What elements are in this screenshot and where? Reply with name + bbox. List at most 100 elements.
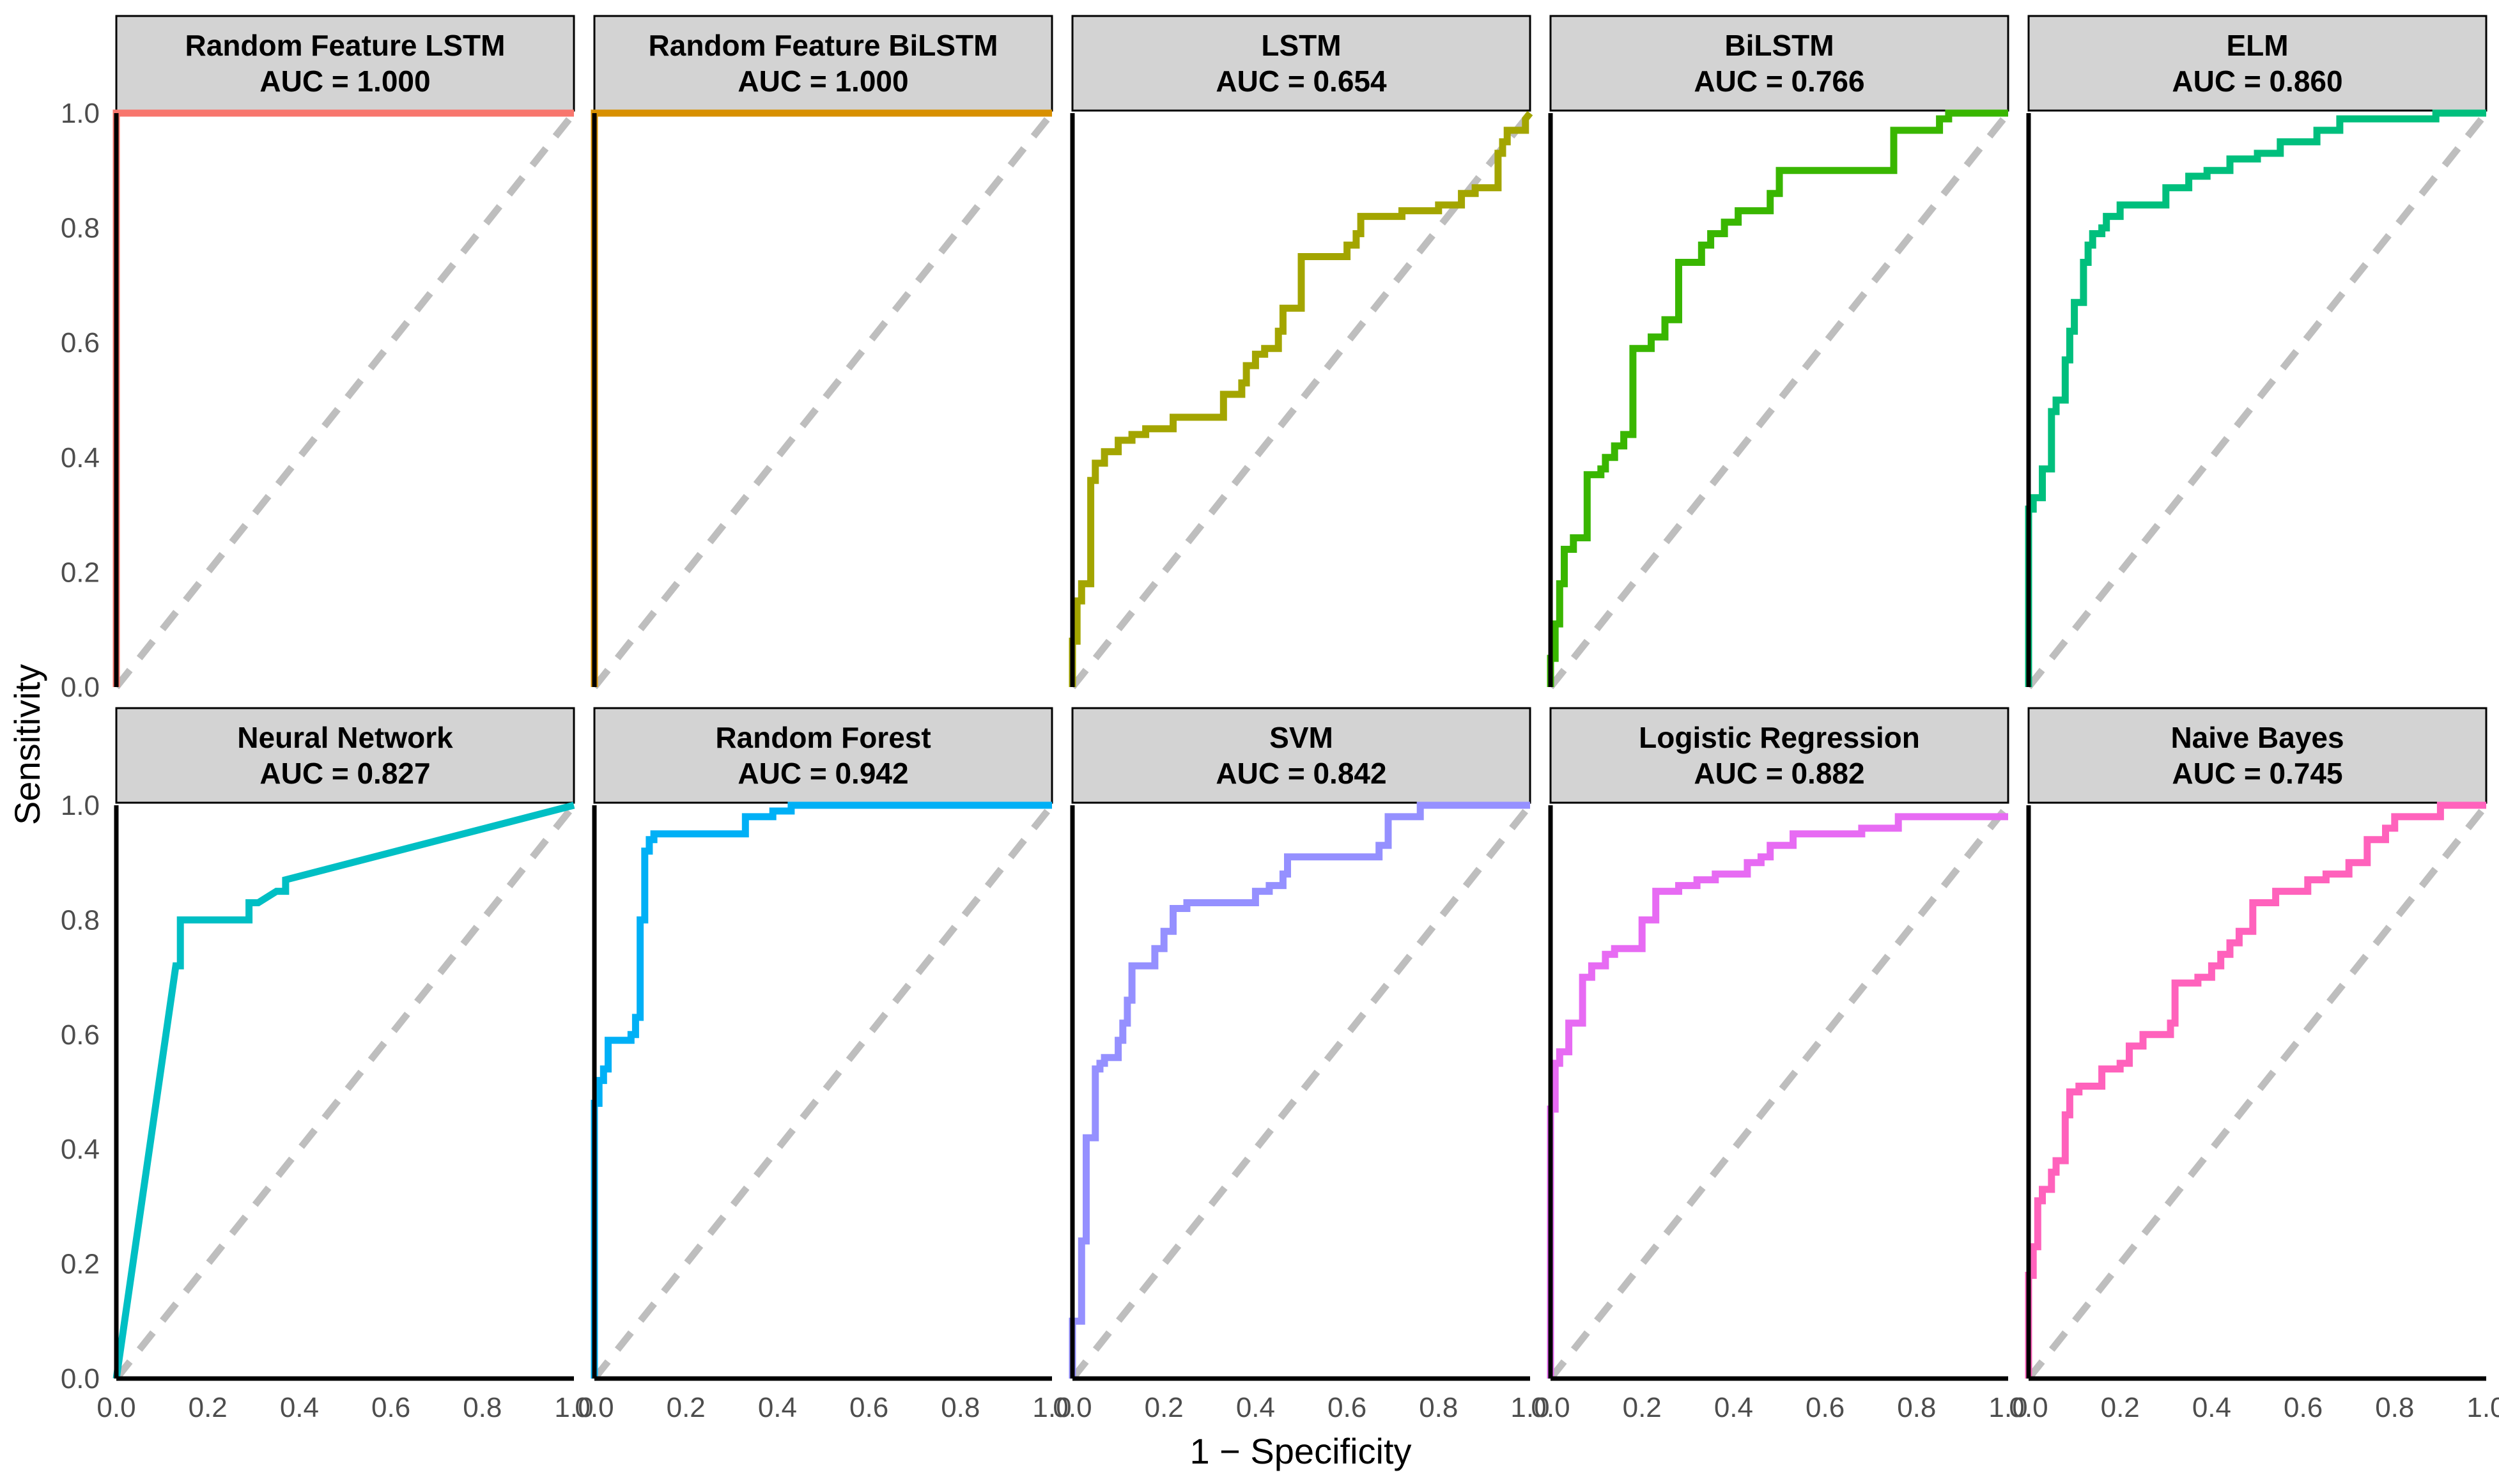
x-tick-label: 0.6 bbox=[1806, 1392, 1845, 1423]
reference-diagonal bbox=[591, 803, 1055, 1381]
roc-curve bbox=[2025, 109, 2486, 687]
x-tick-label: 0.8 bbox=[463, 1392, 502, 1423]
x-tick-label: 0.4 bbox=[758, 1392, 797, 1423]
reference-diagonal bbox=[1547, 111, 2011, 690]
panel-auc-label: AUC = 0.766 bbox=[1694, 65, 1864, 98]
x-tick-label: 0.4 bbox=[280, 1392, 319, 1423]
panel-title: LSTM bbox=[1261, 29, 1341, 62]
panel-strip bbox=[2027, 707, 2487, 804]
panel-title: BiLSTM bbox=[1724, 29, 1834, 62]
x-tick-label: 0.0 bbox=[97, 1392, 135, 1423]
y-tick-label: 1.0 bbox=[61, 790, 100, 821]
x-tick-label: 1.0 bbox=[554, 1392, 593, 1423]
reference-diagonal bbox=[1069, 803, 1533, 1381]
panel-auc-label: AUC = 0.842 bbox=[1216, 757, 1386, 790]
panel-title: Random Feature BiLSTM bbox=[649, 29, 998, 62]
panel-strip bbox=[593, 707, 1053, 804]
panel-strip bbox=[2027, 15, 2487, 112]
x-tick-label: 0.4 bbox=[2192, 1392, 2231, 1423]
x-tick-label: 0.8 bbox=[1419, 1392, 1458, 1423]
reference-diagonal bbox=[1547, 803, 2011, 1381]
y-tick-label: 0.8 bbox=[61, 904, 100, 936]
x-axis-title: 1 − Specificity bbox=[1189, 1431, 1411, 1471]
x-tick-label: 0.8 bbox=[941, 1392, 980, 1423]
panel-auc-label: AUC = 0.942 bbox=[738, 757, 908, 790]
panel-auc-label: AUC = 1.000 bbox=[259, 65, 430, 98]
y-tick-label: 0.8 bbox=[61, 213, 100, 244]
roc-curve bbox=[1069, 801, 1530, 1379]
x-tick-label: 0.6 bbox=[371, 1392, 410, 1423]
panel-auc-label: AUC = 0.860 bbox=[2172, 65, 2342, 98]
panel-strip bbox=[593, 15, 1053, 112]
panel-auc-label: AUC = 0.882 bbox=[1694, 757, 1864, 790]
reference-diagonal bbox=[591, 111, 1055, 690]
panel-strip bbox=[1071, 15, 1531, 112]
x-tick-label: 0.2 bbox=[2101, 1392, 2140, 1423]
y-tick-label: 0.4 bbox=[61, 442, 100, 474]
x-tick-label: 0.2 bbox=[189, 1392, 228, 1423]
y-tick-label: 1.0 bbox=[61, 98, 100, 129]
reference-diagonal bbox=[113, 803, 577, 1381]
x-tick-label: 1.0 bbox=[1032, 1392, 1071, 1423]
x-tick-label: 0.0 bbox=[575, 1392, 614, 1423]
x-tick-label: 0.2 bbox=[1623, 1392, 1662, 1423]
panel-strip bbox=[115, 707, 575, 804]
reference-diagonal bbox=[2025, 111, 2489, 690]
panel-title: SVM bbox=[1269, 721, 1333, 754]
x-tick-label: 0.2 bbox=[667, 1392, 706, 1423]
x-tick-label: 0.4 bbox=[1236, 1392, 1275, 1423]
panel-auc-label: AUC = 0.827 bbox=[259, 757, 430, 790]
panel-title: Naive Bayes bbox=[2170, 721, 2344, 754]
y-tick-label: 0.6 bbox=[61, 1019, 100, 1051]
x-tick-label: 0.0 bbox=[1053, 1392, 1092, 1423]
roc-curve bbox=[1547, 109, 2008, 687]
y-tick-label: 0.0 bbox=[61, 1363, 100, 1395]
panel-auc-label: AUC = 1.000 bbox=[738, 65, 908, 98]
panel-title: ELM bbox=[2226, 29, 2288, 62]
roc-curve bbox=[1069, 111, 1533, 687]
x-tick-label: 0.0 bbox=[2009, 1392, 2048, 1423]
panel-strip bbox=[115, 15, 575, 112]
panel-strip bbox=[1549, 15, 2009, 112]
panel-auc-label: AUC = 0.745 bbox=[2172, 757, 2342, 790]
roc-curve bbox=[591, 801, 1052, 1379]
y-tick-label: 0.6 bbox=[61, 327, 100, 359]
y-tick-label: 0.2 bbox=[61, 557, 100, 588]
x-tick-label: 1.0 bbox=[1510, 1392, 1549, 1423]
x-tick-label: 0.8 bbox=[1897, 1392, 1936, 1423]
panel-title: Random Feature LSTM bbox=[185, 29, 506, 62]
x-tick-label: 0.6 bbox=[2284, 1392, 2323, 1423]
x-tick-label: 0.8 bbox=[2375, 1392, 2414, 1423]
x-tick-label: 0.6 bbox=[849, 1392, 888, 1423]
y-tick-label: 0.2 bbox=[61, 1249, 100, 1280]
y-tick-label: 0.0 bbox=[61, 672, 100, 703]
y-tick-label: 0.4 bbox=[61, 1134, 100, 1165]
x-tick-label: 0.0 bbox=[1531, 1392, 1570, 1423]
x-tick-label: 1.0 bbox=[1988, 1392, 2027, 1423]
roc-curve bbox=[1547, 813, 2008, 1379]
panel-strip bbox=[1549, 707, 2009, 804]
panel-strip bbox=[1071, 707, 1531, 804]
panel-title: Logistic Regression bbox=[1639, 721, 1920, 754]
panel-auc-label: AUC = 0.654 bbox=[1216, 65, 1387, 98]
roc-curve bbox=[2025, 801, 2486, 1379]
x-tick-label: 0.4 bbox=[1714, 1392, 1753, 1423]
roc-curve bbox=[112, 801, 575, 1379]
x-tick-label: 0.6 bbox=[1327, 1392, 1366, 1423]
y-axis-title: Sensitivity bbox=[7, 664, 47, 825]
panel-title: Neural Network bbox=[237, 721, 453, 754]
reference-diagonal bbox=[1069, 111, 1533, 690]
x-tick-label: 1.0 bbox=[2466, 1392, 2499, 1423]
